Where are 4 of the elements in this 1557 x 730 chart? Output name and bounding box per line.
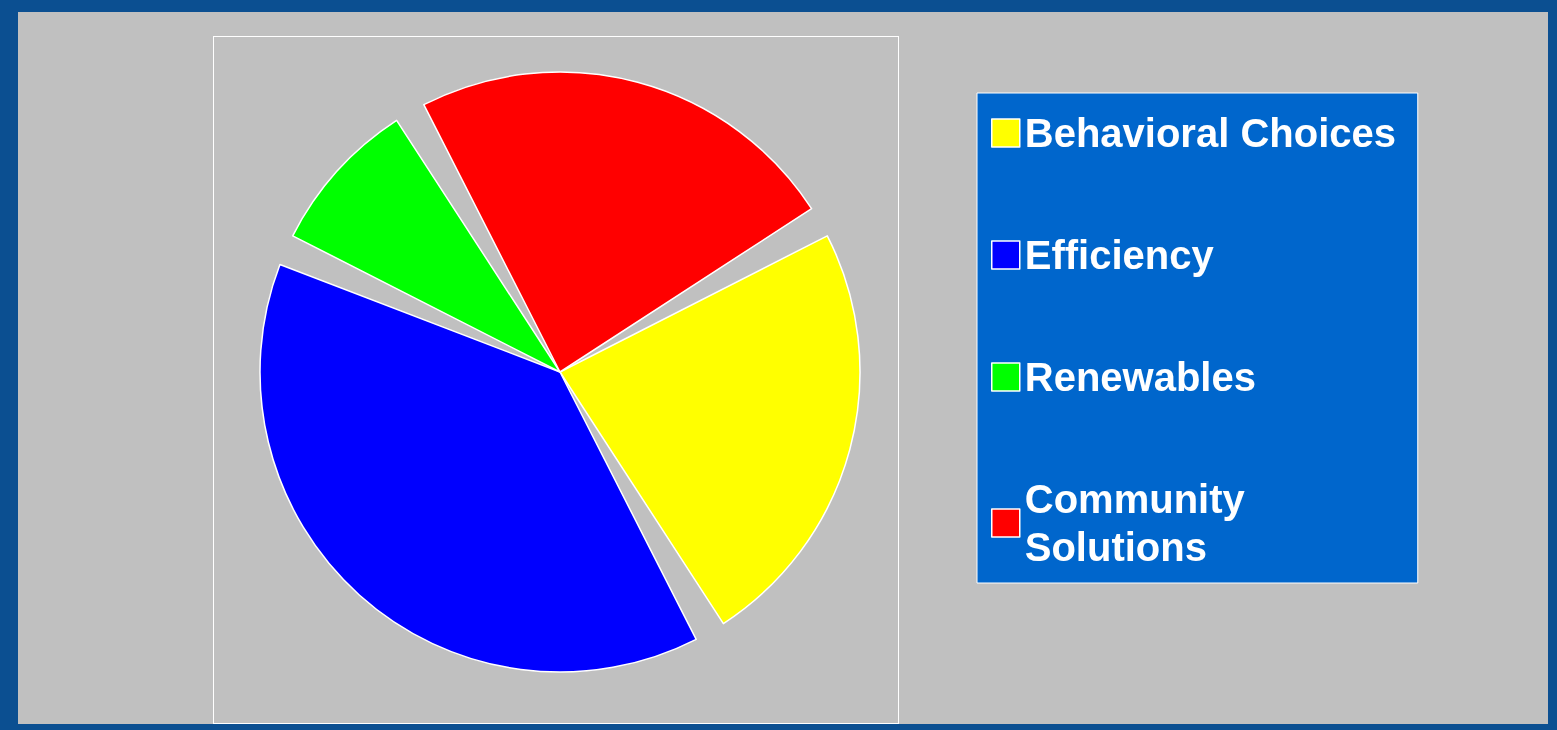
legend-label: Renewables bbox=[1024, 355, 1256, 399]
legend-label: Community Solutions bbox=[1024, 477, 1256, 569]
legend-label: Efficiency bbox=[1024, 233, 1215, 277]
legend-label: Behavioral Choices bbox=[1024, 111, 1396, 155]
